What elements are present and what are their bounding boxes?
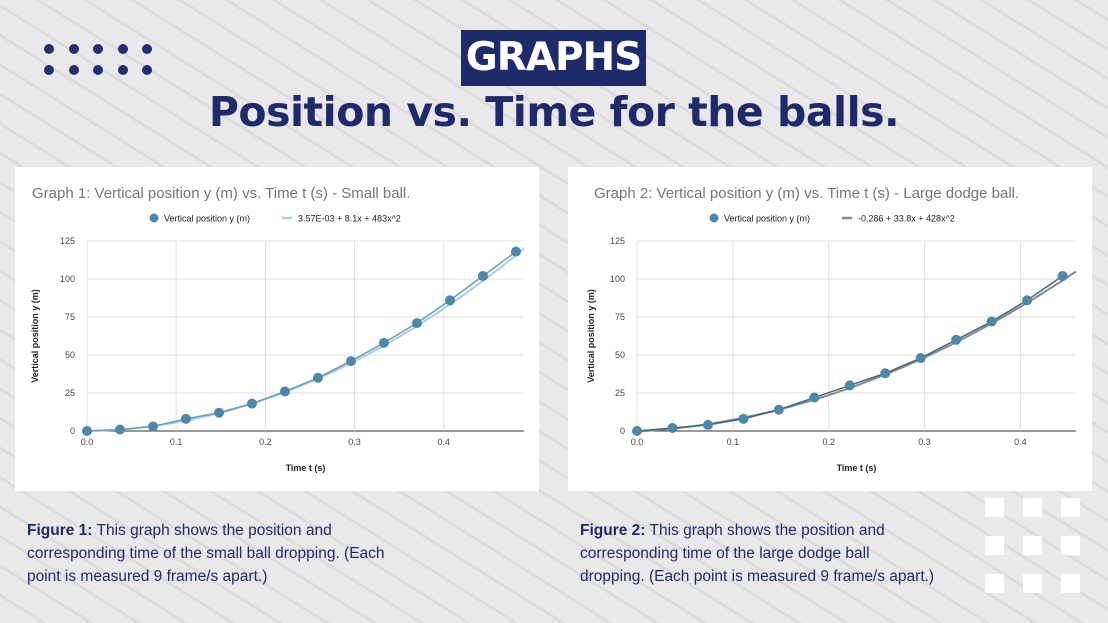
y-tick-label: 25: [65, 388, 75, 398]
y-tick-label: 75: [615, 312, 625, 322]
legend-label-trendline: -0.286 + 33.8x + 428x^2: [858, 214, 955, 224]
legend-label-trendline: 3.57E-03 + 8.1x + 483x^2: [298, 214, 401, 224]
data-point: [667, 422, 678, 433]
figure-1-label: Figure 1:: [27, 522, 93, 539]
y-tick-label: 75: [65, 312, 75, 322]
y-tick-label: 25: [615, 388, 625, 398]
data-point: [444, 295, 455, 306]
x-tick-label: 0.3: [348, 437, 361, 447]
data-point: [880, 368, 891, 379]
y-axis-title: Vertical position y (m): [586, 289, 596, 383]
data-point: [114, 424, 125, 435]
x-tick-label: 0.1: [727, 437, 740, 447]
data-point: [213, 407, 224, 418]
data-point: [82, 426, 92, 436]
data-point: [738, 413, 749, 424]
data-point: [986, 316, 997, 327]
y-tick-label: 0: [70, 426, 75, 436]
data-point: [510, 246, 521, 257]
data-point: [477, 270, 488, 281]
y-tick-label: 50: [615, 350, 625, 360]
data-point: [246, 398, 257, 409]
figure-2-label: Figure 2:: [580, 522, 646, 539]
data-point: [773, 404, 784, 415]
y-tick-label: 100: [60, 274, 75, 284]
x-axis-title: Time t (s): [286, 463, 326, 473]
page-title: Position vs. Time for the balls.: [208, 88, 900, 136]
trendline-path: [86, 247, 525, 432]
trendline-path: [636, 270, 1077, 433]
data-point: [632, 426, 642, 436]
chart-title: Graph 1: Vertical position y (m) vs. Tim…: [32, 185, 410, 202]
x-tick-label: 0.1: [170, 437, 183, 447]
y-tick-label: 125: [610, 236, 625, 246]
data-point: [279, 386, 290, 397]
figure-2-text: This graph shows the position and corres…: [580, 522, 935, 585]
legend-marker-points: [149, 213, 159, 223]
chart-card-small-ball: Graph 1: Vertical position y (m) vs. Tim…: [15, 167, 539, 491]
x-tick-label: 0.0: [631, 437, 644, 447]
x-tick-label: 0.4: [1014, 437, 1027, 447]
data-point: [1057, 270, 1068, 281]
x-tick-label: 0.3: [918, 437, 931, 447]
data-point: [345, 356, 356, 367]
data-point: [1022, 295, 1033, 306]
x-tick-label: 0.2: [822, 437, 835, 447]
data-point: [702, 419, 713, 430]
chart-large-ball: Graph 2: Vertical position y (m) vs. Tim…: [586, 185, 1077, 473]
data-point: [844, 380, 855, 391]
data-point: [411, 318, 422, 329]
data-point: [378, 337, 389, 348]
y-axis-title: Vertical position y (m): [30, 289, 40, 383]
data-point: [312, 372, 323, 383]
legend-label-points: Vertical position y (m): [724, 214, 810, 224]
chart-title: Graph 2: Vertical position y (m) vs. Tim…: [594, 185, 1019, 202]
decorative-dot-grid: [44, 44, 159, 75]
graphs-tag: GRAPHS: [461, 30, 646, 86]
x-tick-label: 0.0: [81, 437, 94, 447]
x-tick-label: 0.4: [437, 437, 450, 447]
decorative-square-grid: [985, 498, 1080, 593]
data-point: [951, 334, 962, 345]
x-tick-label: 0.2: [259, 437, 272, 447]
chart-small-ball: Graph 1: Vertical position y (m) vs. Tim…: [30, 185, 525, 473]
legend-marker-points: [709, 213, 719, 223]
data-point: [809, 392, 820, 403]
legend-label-points: Vertical position y (m): [164, 214, 250, 224]
data-point: [147, 421, 158, 432]
data-point: [180, 413, 191, 424]
x-axis-title: Time t (s): [837, 463, 877, 473]
y-tick-label: 125: [60, 236, 75, 246]
y-tick-label: 50: [65, 350, 75, 360]
series-line: [86, 251, 517, 432]
chart-card-large-ball: Graph 2: Vertical position y (m) vs. Tim…: [568, 167, 1092, 491]
figure-1-text: This graph shows the position and corres…: [27, 522, 385, 585]
data-point: [915, 353, 926, 364]
series-line: [636, 275, 1064, 432]
figure-1-caption: Figure 1: This graph shows the position …: [27, 519, 407, 588]
y-tick-label: 100: [610, 274, 625, 284]
figure-2-caption: Figure 2: This graph shows the position …: [580, 519, 935, 588]
y-tick-label: 0: [620, 426, 625, 436]
